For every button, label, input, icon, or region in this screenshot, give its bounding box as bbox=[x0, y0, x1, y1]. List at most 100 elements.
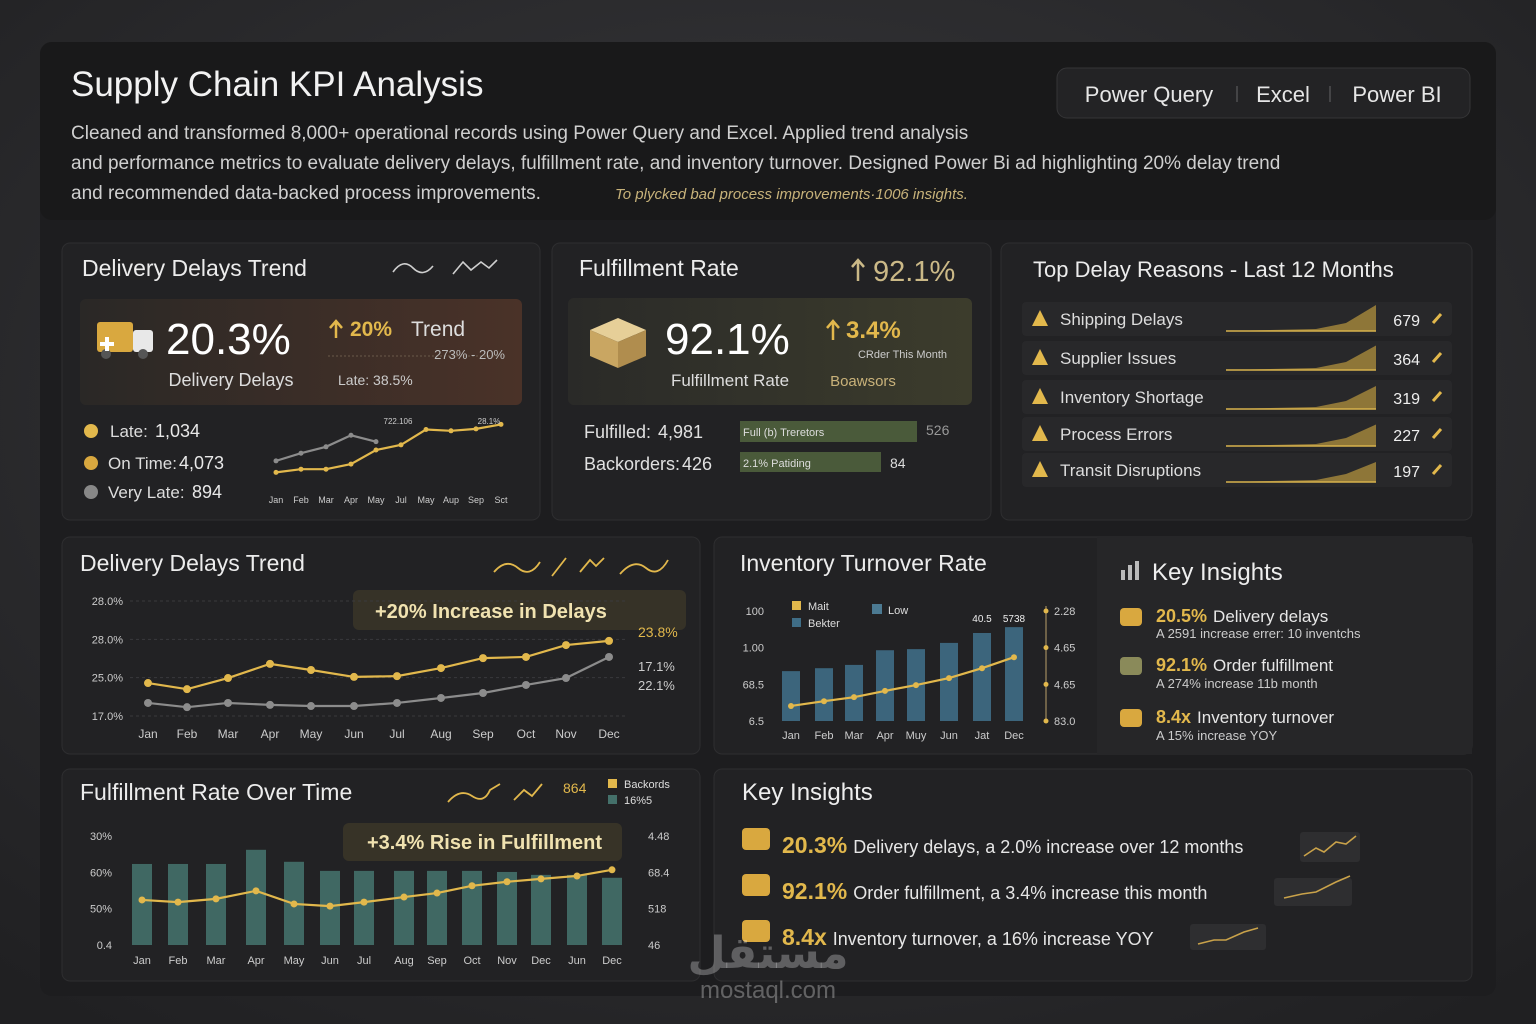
delays-title: Delivery Delays Trend bbox=[82, 255, 307, 281]
side-panel bbox=[1097, 537, 1472, 754]
point bbox=[212, 895, 220, 903]
point bbox=[350, 702, 358, 711]
fulfillment-label: Fulfillment Rate bbox=[671, 371, 789, 390]
warning-icon bbox=[1032, 461, 1048, 477]
sparkline-area bbox=[1226, 424, 1376, 446]
chart-data-y-labels: 100 bbox=[746, 606, 764, 618]
chart-data-annotations: +3.4% Rise in Fulfillment bbox=[367, 832, 602, 854]
warning-icon bbox=[1032, 310, 1048, 326]
point bbox=[821, 698, 827, 705]
insight-icon bbox=[1120, 608, 1142, 626]
chart-data-categories: Feb bbox=[293, 495, 309, 505]
chart-data-y2-labels: 2.28 bbox=[1054, 606, 1075, 618]
header-tools: Power BI bbox=[1352, 82, 1441, 107]
fulfillment-change-label: CRder This Month bbox=[858, 349, 947, 361]
rows-value: 4,981 bbox=[658, 422, 703, 442]
stat-icon bbox=[84, 424, 98, 438]
chart-data-annotations: +20% Increase in Delays bbox=[375, 601, 607, 623]
insight-icon bbox=[742, 828, 770, 850]
point bbox=[1011, 654, 1017, 661]
items-label: Delivery delays bbox=[1213, 607, 1328, 626]
point bbox=[350, 672, 358, 681]
chart-data-categories: Jul bbox=[395, 495, 407, 505]
rows-label: Fulfilled: bbox=[584, 422, 651, 442]
delays-change-label: Trend bbox=[411, 318, 465, 341]
chart-data-categories: Jul bbox=[389, 727, 404, 741]
point bbox=[400, 893, 408, 901]
point bbox=[323, 466, 329, 472]
chart-data-categories: Oct bbox=[517, 727, 536, 741]
point bbox=[266, 700, 274, 709]
fulfillment-change: 3.4% bbox=[846, 317, 901, 344]
chart-data-categories: Jun bbox=[321, 955, 339, 967]
bar bbox=[845, 664, 863, 721]
delays-value: 20.3% bbox=[166, 315, 291, 364]
chart-data-categories: Feb bbox=[169, 955, 188, 967]
point bbox=[423, 427, 429, 433]
chart-data-categories: Apr bbox=[876, 730, 893, 742]
legend-swatch bbox=[608, 779, 617, 788]
chart-data-categories: May bbox=[417, 495, 435, 505]
chart-data-categories: Dec bbox=[602, 955, 622, 967]
point bbox=[144, 698, 152, 707]
y2-dot bbox=[1043, 718, 1049, 724]
items-value: 92.1% bbox=[782, 878, 847, 904]
y2-dot bbox=[1043, 681, 1049, 687]
sparkline bbox=[1197, 835, 1357, 945]
items-value: 8.4x bbox=[1156, 707, 1191, 727]
point bbox=[573, 872, 581, 880]
line bbox=[275, 423, 502, 474]
point bbox=[608, 866, 616, 874]
line bbox=[790, 656, 1015, 708]
chart-data-categories: Sep bbox=[427, 955, 447, 967]
point bbox=[979, 665, 985, 672]
chart-data-annotations: 28.1% bbox=[478, 417, 501, 426]
insight-icon bbox=[1120, 709, 1142, 727]
header-tools: Excel bbox=[1256, 82, 1310, 107]
point bbox=[307, 666, 315, 674]
items-name: Process Errors bbox=[1060, 425, 1172, 444]
chart-data-categories: Dec bbox=[531, 955, 551, 967]
items-detail: A 274% increase 11b month bbox=[1156, 676, 1318, 691]
rows-bar-label: 2.1% Patiding bbox=[743, 458, 811, 470]
insight-icon bbox=[742, 874, 770, 896]
point bbox=[498, 421, 504, 427]
chart-data-annotations: 5738 bbox=[1003, 614, 1026, 625]
annotation-box bbox=[353, 590, 686, 630]
point bbox=[224, 674, 232, 683]
chart-data-categories: May bbox=[367, 495, 385, 505]
point bbox=[138, 896, 146, 904]
legend-swatch bbox=[792, 601, 801, 610]
rows-label: Backorders: bbox=[584, 454, 680, 474]
point bbox=[788, 702, 794, 709]
series-name: 16%5 bbox=[624, 795, 652, 807]
items-text: Inventory turnover, a 16% increase YOY bbox=[833, 929, 1154, 949]
header-tools: Power Query bbox=[1085, 82, 1213, 107]
chart-data-categories: May bbox=[300, 727, 323, 741]
point bbox=[448, 428, 454, 434]
chart-data-categories: Jul bbox=[357, 955, 371, 967]
sparkline-area bbox=[1226, 345, 1376, 370]
edit-icon bbox=[1431, 313, 1443, 324]
chart-data-annotations: 17.1% bbox=[638, 659, 675, 674]
reasons-title: Top Delay Reasons - Last 12 Months bbox=[1033, 257, 1394, 282]
items-label: Inventory turnover bbox=[1197, 708, 1334, 727]
edit-icon bbox=[1431, 464, 1443, 475]
point bbox=[433, 889, 441, 897]
point bbox=[348, 461, 354, 467]
chart-data-categories: Jan bbox=[782, 730, 800, 742]
chart-data-categories: Sep bbox=[468, 495, 484, 505]
point bbox=[174, 898, 182, 906]
stats-value: 894 bbox=[192, 482, 222, 502]
chart-data-categories: Mar bbox=[318, 495, 334, 505]
point bbox=[946, 675, 952, 682]
legend-swatch bbox=[792, 618, 801, 627]
stats-label: On Time: bbox=[108, 454, 177, 473]
fulfillment-title: Fulfillment Rate bbox=[579, 255, 739, 281]
point bbox=[437, 664, 445, 673]
point bbox=[348, 432, 354, 438]
chart-data-y-labels: 0.4 bbox=[97, 940, 112, 952]
edit-icon bbox=[1431, 428, 1443, 439]
side-insights-title: Key Insights bbox=[1152, 559, 1283, 586]
items-value: 20.5% bbox=[1156, 606, 1207, 626]
